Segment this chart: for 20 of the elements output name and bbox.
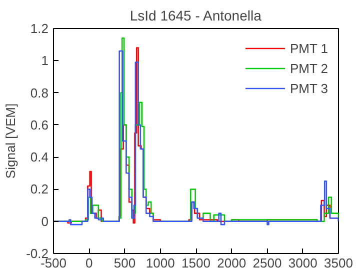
- legend-label: PMT 3: [290, 80, 328, 96]
- y-tick-label: 0.2: [30, 182, 49, 197]
- x-tick-label: 2500: [252, 256, 282, 270]
- x-tick-label: 0: [86, 256, 93, 270]
- y-axis-title: Signal [VEM]: [3, 103, 18, 179]
- y-tick-label: 0.8: [30, 85, 49, 100]
- x-tick-label: 500: [114, 256, 136, 270]
- legend-label: PMT 2: [290, 60, 328, 76]
- legend-label: PMT 1: [290, 40, 328, 56]
- y-tick-label: 1: [41, 53, 49, 68]
- x-tick-label: 3500: [324, 256, 353, 270]
- y-tick-label: 0: [41, 214, 49, 229]
- x-tick-label: 1000: [146, 256, 175, 270]
- y-tick-label: 1.2: [30, 21, 49, 36]
- x-tick-label: 3000: [288, 256, 318, 270]
- x-tick-label: 1500: [182, 256, 210, 270]
- y-tick-label: 0.4: [30, 150, 49, 165]
- y-tick-label: 0.6: [30, 117, 49, 132]
- x-tick-label: 2000: [217, 256, 246, 270]
- chart-title: LsId 1645 - Antonella: [130, 8, 262, 24]
